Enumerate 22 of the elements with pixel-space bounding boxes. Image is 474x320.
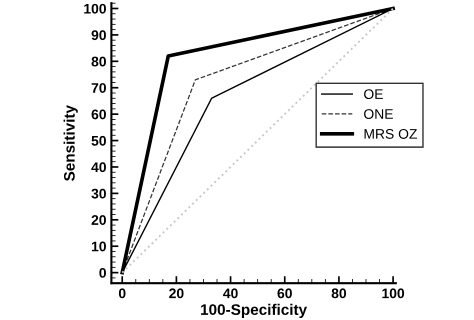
y-tick-label: 0 [99,268,106,278]
y-tick-label: 30 [91,188,106,199]
y-tick-label: 60 [92,109,106,120]
y-axis-title: Sensitivity [64,105,78,181]
x-tick-label: 40 [223,288,238,298]
x-tick-label: 80 [332,288,346,298]
y-tick-label: 20 [92,215,106,225]
x-tick-label: 60 [278,288,292,298]
y-tick-label: 70 [92,83,106,93]
legend-label: ONE [364,109,393,119]
y-tick-label: 50 [92,136,106,146]
x-tick-label: 0 [118,288,126,298]
y-tick-label: 90 [92,30,106,40]
x-tick-label: 20 [169,288,184,298]
x-tick-label: 100 [382,288,404,298]
legend-label: OE [364,89,383,100]
x-axis-title: 100-Specificity [201,304,308,318]
y-tick-label: 100 [84,4,106,14]
y-tick-label: 80 [92,56,106,66]
y-tick-label: 40 [91,162,106,172]
legend-label: MRS OZ [364,128,417,139]
y-tick-label: 10 [92,242,106,252]
